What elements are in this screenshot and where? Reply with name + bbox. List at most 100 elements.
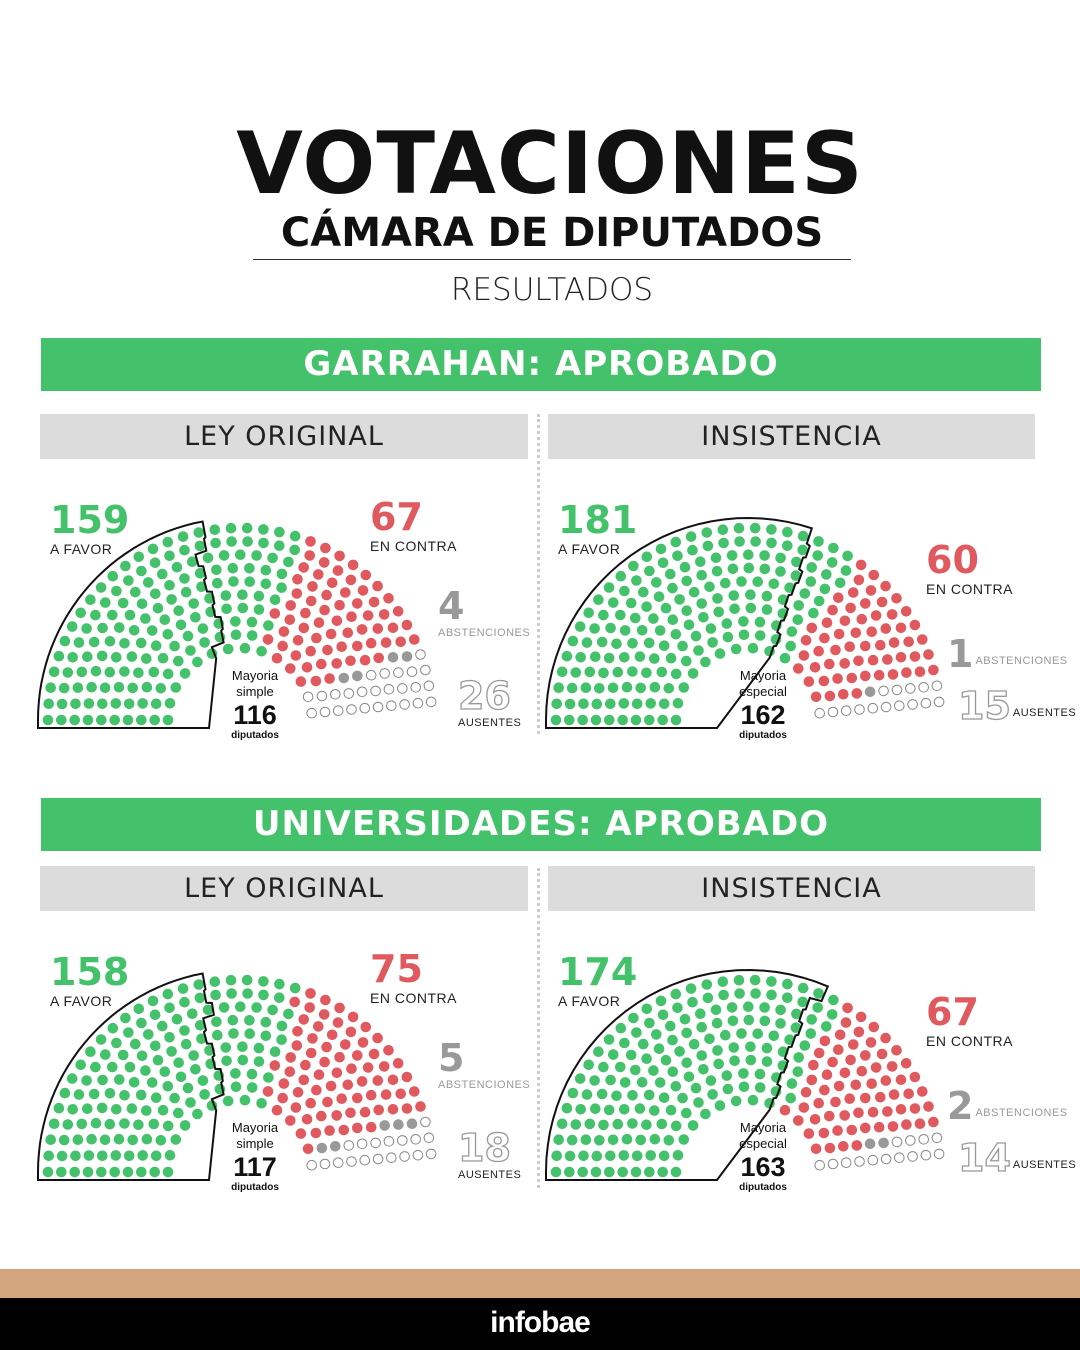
seat-contra xyxy=(352,598,363,609)
seat-favor xyxy=(660,602,672,614)
seat-ausente xyxy=(343,688,355,699)
seat-contra xyxy=(895,1104,907,1115)
seat-contra xyxy=(352,1122,363,1134)
seat-favor xyxy=(745,602,757,614)
seat-favor xyxy=(124,609,136,621)
seat-favor xyxy=(634,651,646,662)
seat-favor xyxy=(581,1089,593,1100)
seat-favor xyxy=(589,1075,600,1086)
seat-favor xyxy=(171,1013,183,1025)
seat-contra xyxy=(868,569,880,581)
seat-ausente xyxy=(302,691,314,703)
seat-contra xyxy=(356,1076,368,1087)
seat-favor xyxy=(654,1077,666,1088)
seat-favor xyxy=(738,1068,749,1079)
seat-favor xyxy=(162,536,174,548)
seat-favor xyxy=(596,1088,608,1100)
divider xyxy=(253,259,851,260)
contra-legend: 67 EN CONTRA xyxy=(370,497,457,554)
seat-contra xyxy=(362,610,374,621)
seat-contra xyxy=(278,1078,290,1089)
seat-favor xyxy=(149,557,161,569)
seat-favor xyxy=(276,568,288,580)
seat-contra xyxy=(395,636,407,648)
seat-contra xyxy=(866,626,877,637)
seat-contra xyxy=(818,1127,830,1139)
seat-favor xyxy=(649,681,661,693)
abstenciones-legend: 1 ABSTENCIONES xyxy=(947,634,1068,674)
seat-contra xyxy=(300,1059,311,1071)
ausentes-legend: 26 AUSENTES xyxy=(457,675,521,730)
seat-favor xyxy=(792,1066,804,1077)
seat-favor xyxy=(104,1088,116,1099)
seat-favor xyxy=(136,565,147,577)
seat-favor xyxy=(157,1020,168,1032)
seat-contra xyxy=(342,627,354,639)
seat-favor xyxy=(267,1004,278,1016)
seat-contra xyxy=(793,663,804,674)
seat-contra xyxy=(833,1044,844,1055)
seat-favor xyxy=(159,614,171,625)
seat-contra xyxy=(860,670,871,682)
seat-favor xyxy=(173,1107,184,1119)
seat-contra xyxy=(827,604,838,616)
seat-ausente xyxy=(933,696,945,708)
seat-favor xyxy=(754,616,766,628)
seat-contra xyxy=(310,1127,322,1139)
seat-contra xyxy=(277,1092,289,1104)
seat-favor xyxy=(667,582,678,594)
seat-contra xyxy=(903,636,914,648)
seat-favor xyxy=(48,1118,60,1130)
seat-favor xyxy=(738,616,749,627)
seat-favor xyxy=(785,640,796,652)
seat-contra xyxy=(880,623,892,634)
seat-favor xyxy=(239,1094,251,1106)
seat-contra xyxy=(401,1071,413,1083)
seat-favor xyxy=(797,530,809,542)
seat-contra xyxy=(903,1088,914,1100)
seat-contra xyxy=(853,574,865,586)
seat-favor xyxy=(575,652,586,663)
seat-contra xyxy=(269,608,281,619)
seat-ausente xyxy=(379,668,391,679)
seat-contra xyxy=(800,635,812,646)
seat-favor xyxy=(590,1166,602,1178)
seat-ausente xyxy=(840,1157,852,1168)
seat-favor xyxy=(283,556,294,568)
seat-contra xyxy=(880,1032,891,1044)
seat-favor xyxy=(143,1029,154,1040)
seat-favor xyxy=(88,636,100,648)
seat-favor xyxy=(759,1002,770,1013)
seat-contra xyxy=(372,580,383,592)
seat-contra xyxy=(779,1104,791,1116)
seat-favor xyxy=(704,581,715,593)
seat-ausente xyxy=(346,704,357,715)
seat-favor xyxy=(749,974,761,986)
seat-contra xyxy=(331,1110,343,1121)
seat-favor xyxy=(738,629,750,641)
seat-favor xyxy=(149,1166,160,1178)
seat-contra xyxy=(875,639,886,651)
favor-count: 158 xyxy=(50,950,130,994)
seat-favor xyxy=(164,1032,175,1043)
seat-contra xyxy=(322,1096,333,1108)
seat-favor xyxy=(99,1134,111,1146)
seat-favor xyxy=(608,1049,619,1060)
seat-contra xyxy=(853,1107,864,1119)
seat-favor xyxy=(645,1150,656,1161)
seat-ausente xyxy=(410,1134,422,1145)
seat-favor xyxy=(83,1150,95,1161)
seat-contra xyxy=(346,611,357,622)
seat-favor xyxy=(107,1061,118,1073)
abstenciones-label: ABSTENCIONES xyxy=(438,627,531,639)
seat-favor xyxy=(251,1002,262,1013)
seat-favor xyxy=(211,564,222,576)
seat-favor xyxy=(754,1068,766,1080)
seat-ausente xyxy=(814,1159,826,1171)
seat-contra xyxy=(819,1035,831,1047)
seat-contra xyxy=(860,1092,871,1104)
seat-abstencion xyxy=(393,1119,404,1130)
seat-contra xyxy=(387,1074,399,1086)
seat-contra xyxy=(868,1021,880,1033)
seat-contra xyxy=(824,1110,835,1122)
